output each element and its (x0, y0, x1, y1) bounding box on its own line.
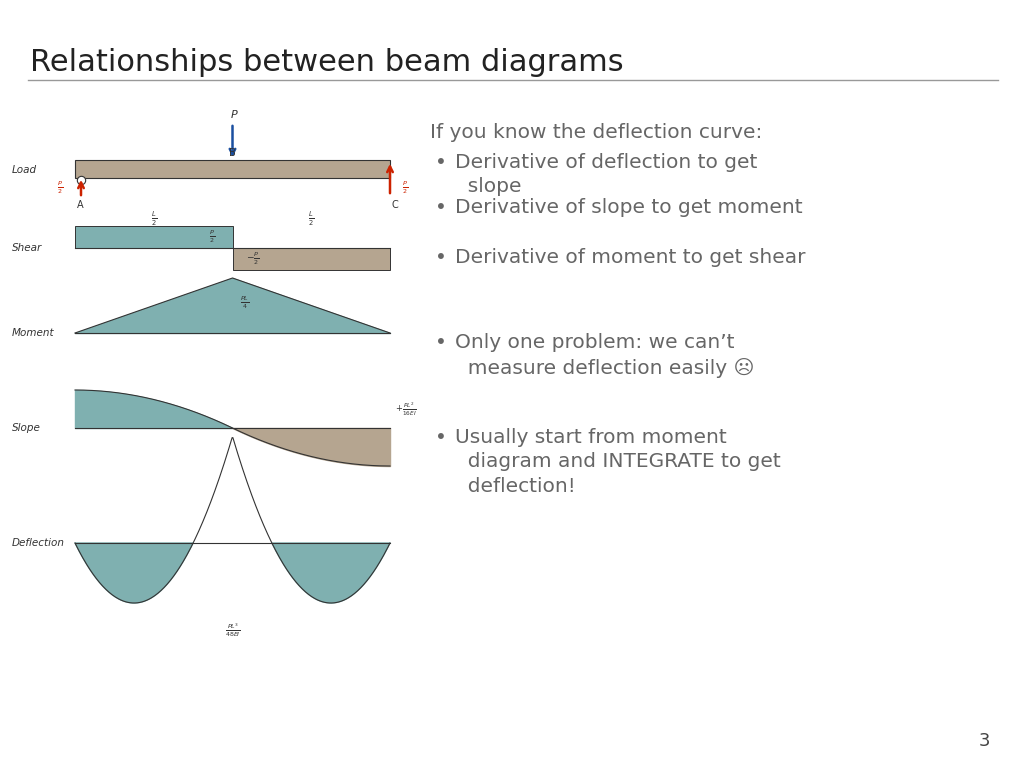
Text: Moment: Moment (12, 328, 54, 338)
Bar (232, 248, 390, 270)
Text: $+\frac{PL^2}{16EI}$: $+\frac{PL^2}{16EI}$ (395, 400, 417, 418)
Text: P: P (231, 110, 238, 120)
Text: $\frac{P}{2}$: $\frac{P}{2}$ (210, 229, 215, 245)
Text: $\frac{L}{2}$: $\frac{L}{2}$ (308, 210, 314, 228)
Text: Shear: Shear (12, 243, 42, 253)
Text: •: • (435, 428, 446, 447)
Text: B: B (229, 148, 236, 158)
Text: Relationships between beam diagrams: Relationships between beam diagrams (30, 48, 624, 77)
Text: Slope: Slope (12, 423, 41, 433)
Text: Usually start from moment
  diagram and INTEGRATE to get
  deflection!: Usually start from moment diagram and IN… (455, 428, 780, 495)
Text: If you know the deflection curve:: If you know the deflection curve: (430, 123, 763, 142)
Text: $\frac{P}{2}$: $\frac{P}{2}$ (57, 180, 63, 197)
Text: $-\frac{P}{2}$: $-\frac{P}{2}$ (246, 250, 259, 267)
Text: •: • (435, 248, 446, 267)
Text: •: • (435, 153, 446, 172)
Bar (75, 160, 390, 178)
Text: Deflection: Deflection (12, 538, 65, 548)
Text: C: C (392, 200, 398, 210)
Text: Derivative of moment to get shear: Derivative of moment to get shear (455, 248, 806, 267)
Text: Derivative of deflection to get
  slope: Derivative of deflection to get slope (455, 153, 758, 197)
Text: $\frac{P}{2}$: $\frac{P}{2}$ (402, 180, 408, 197)
Text: •: • (435, 198, 446, 217)
Text: A: A (77, 200, 83, 210)
Bar (75, 226, 232, 248)
Text: $\frac{L}{2}$: $\frac{L}{2}$ (151, 210, 157, 228)
Text: $\frac{PL}{4}$: $\frac{PL}{4}$ (241, 294, 250, 311)
Text: $\frac{PL^3}{48EI}$: $\frac{PL^3}{48EI}$ (224, 621, 241, 639)
Text: Only one problem: we can’t
  measure deflection easily ☹: Only one problem: we can’t measure defle… (455, 333, 755, 378)
Text: •: • (435, 333, 446, 352)
Text: 3: 3 (979, 732, 990, 750)
Text: Load: Load (12, 165, 37, 175)
Text: Derivative of slope to get moment: Derivative of slope to get moment (455, 198, 803, 217)
